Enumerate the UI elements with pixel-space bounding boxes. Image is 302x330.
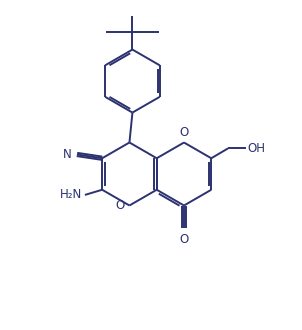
- Text: OH: OH: [248, 142, 265, 155]
- Text: O: O: [116, 199, 125, 212]
- Text: H₂N: H₂N: [60, 188, 82, 201]
- Text: O: O: [179, 233, 189, 246]
- Text: N: N: [63, 148, 72, 161]
- Text: O: O: [179, 126, 189, 139]
